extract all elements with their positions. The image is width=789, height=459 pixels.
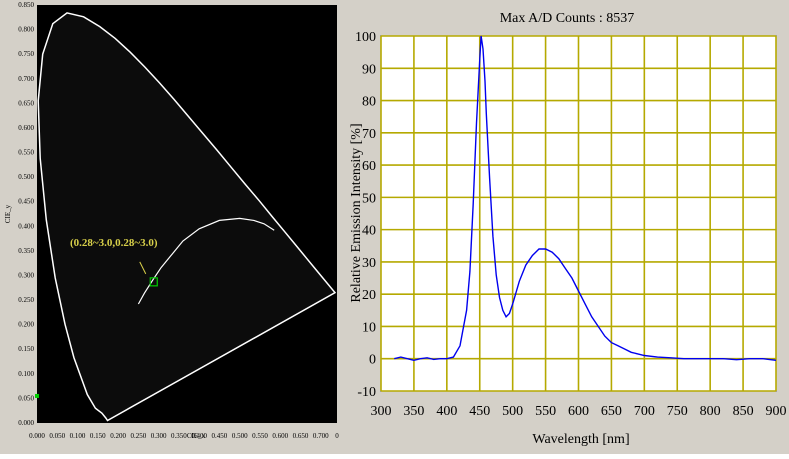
cie-x-tick-label: 0.450	[212, 432, 228, 440]
cie-x-tick-label: 0.050	[49, 432, 65, 440]
cie-y-tick-label: 0.550	[18, 149, 34, 157]
cie-y-tick-label: 0.300	[18, 271, 34, 279]
x-tick-label: 600	[568, 404, 589, 419]
cie-y-tick-label: 0.050	[18, 394, 34, 402]
chromaticity-marker	[149, 277, 158, 287]
x-tick-label: 650	[601, 404, 622, 419]
x-tick-label: 550	[535, 404, 556, 419]
cie-y-tick-label: 0.200	[18, 321, 34, 329]
y-tick-label: 40	[362, 224, 376, 239]
y-axis-label: Relative Emission Intensity [%]	[349, 123, 364, 302]
cie-y-tick-label: 0.700	[18, 75, 34, 83]
x-tick-label: 900	[766, 404, 787, 419]
cie-y-tick-label: 0.000	[18, 419, 34, 427]
x-tick-label: 450	[469, 404, 490, 419]
cie-y-tick-label: 0.100	[18, 370, 34, 378]
x-axis-label: Wavelength [nm]	[532, 432, 629, 447]
cie-y-tick-label: 0.600	[18, 124, 34, 132]
cie-x-tick-label: 0.000	[29, 432, 45, 440]
y-tick-label: 70	[362, 127, 376, 142]
y-tick-label: 80	[362, 95, 376, 110]
y-tick-label: 30	[362, 256, 376, 271]
cie-x-tick-label: 0.150	[90, 432, 106, 440]
cie-chart-panel: (0.28~3.0,0.28~3.0) 0.000 0.050 0.100 0.150 0…	[0, 0, 345, 454]
cie-y-tick-label: 0.350	[18, 247, 34, 255]
chromaticity-annotation: (0.28~3.0,0.28~3.0)	[70, 237, 158, 249]
planckian-locus-curve	[137, 217, 275, 305]
cie-x-tick-label: 0.550	[252, 432, 268, 440]
cie-y-tick-label: 0.250	[18, 296, 34, 304]
x-tick-label: 500	[502, 404, 523, 419]
y-tick-label: -10	[357, 385, 376, 400]
y-tick-label: 90	[362, 62, 376, 77]
spectrum-chart: Max A/D Counts : 8537 -10 0 10 20 30 40 50 60 70 8…	[349, 11, 787, 447]
cie-x-tick-label: 0.500	[232, 432, 248, 440]
y-tick-label: 60	[362, 159, 376, 174]
cie-chart: (0.28~3.0,0.28~3.0) 0.000 0.050 0.100 0.150 0…	[4, 1, 339, 440]
cie-y-tick-label: 0.800	[18, 26, 34, 34]
cie-x-tick-label: 0.400	[191, 432, 207, 440]
cie-y-tick-label: 0.750	[18, 50, 34, 58]
cie-y-tick-label: 0.650	[18, 99, 34, 107]
emission-spectrum-line	[394, 35, 777, 362]
cie-y-tick-label: 0.400	[18, 222, 34, 230]
cie-x-tick-label: 0.600	[272, 432, 288, 440]
x-tick-label: 700	[634, 404, 655, 419]
cie-y-tick-label: 0.150	[18, 345, 34, 353]
spectral-locus-curve	[37, 12, 337, 422]
cie-y-axis-label: CIE_y	[4, 204, 12, 223]
x-tick-label: 800	[700, 404, 721, 419]
annotation-leader-line	[139, 261, 147, 275]
cie-y-tick-label: 0.850	[18, 1, 34, 9]
cie-x-axis-label: CIE_x	[187, 432, 206, 440]
cie-x-tick-label: 0.200	[110, 432, 126, 440]
cie-y-tick-label: 0.500	[18, 173, 34, 181]
x-tick-label: 850	[733, 404, 754, 419]
axis-position-marker	[35, 393, 39, 398]
spectrum-chart-panel: Max A/D Counts : 8537 -10 0 10 20 30 40 50 60 70 8…	[345, 0, 789, 454]
y-tick-label: 0	[369, 353, 376, 368]
cie-x-tick-label: 0.650	[293, 432, 309, 440]
cie-x-tick-label: 0.700	[313, 432, 329, 440]
y-tick-label: 50	[362, 191, 376, 206]
cie-x-tick-label: 0	[335, 432, 339, 440]
cie-x-tick-label: 0.350	[171, 432, 187, 440]
cie-x-tick-label: 0.100	[70, 432, 86, 440]
cie-x-tick-label: 0.250	[130, 432, 146, 440]
cie-x-tick-label: 0.300	[151, 432, 167, 440]
y-tick-label: 20	[362, 288, 376, 303]
y-tick-label: 10	[362, 320, 376, 335]
cie-y-tick-label: 0.450	[18, 198, 34, 206]
x-tick-label: 400	[436, 404, 457, 419]
x-tick-label: 300	[371, 404, 392, 419]
chart-title: Max A/D Counts : 8537	[500, 11, 635, 26]
x-tick-label: 750	[667, 404, 688, 419]
y-tick-label: 100	[355, 30, 376, 45]
x-tick-label: 350	[403, 404, 424, 419]
